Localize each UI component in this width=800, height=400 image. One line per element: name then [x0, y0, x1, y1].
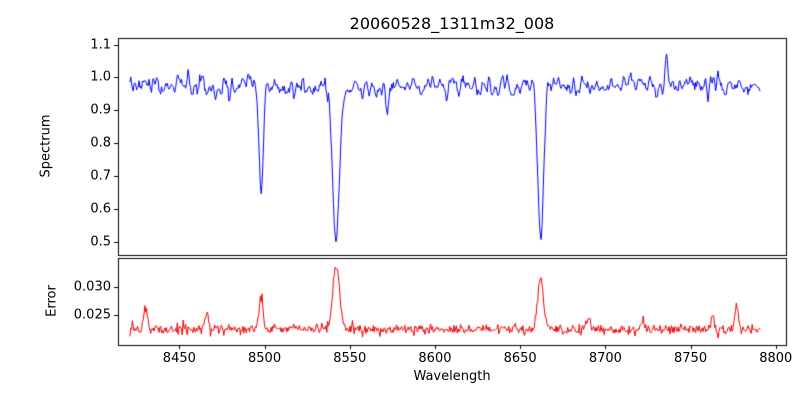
- error-y-tick-label: 0.030: [73, 279, 111, 295]
- x-tick-label: 8550: [333, 351, 367, 366]
- spectrum-y-tick-label: 1.0: [90, 69, 111, 85]
- ylabel-error: Error: [44, 285, 60, 317]
- x-tick-label: 8800: [759, 351, 793, 366]
- spectrum-y-tick-label: 0.9: [90, 102, 111, 118]
- xlabel-wavelength: Wavelength: [413, 369, 491, 384]
- spectrum-y-tick-label: 0.6: [90, 201, 111, 217]
- x-tick-label: 8500: [248, 351, 282, 366]
- spectrum-y-tick-label: 0.8: [90, 135, 111, 151]
- x-tick-label: 8750: [674, 351, 708, 366]
- x-tick-label: 8450: [162, 351, 196, 366]
- x-tick-label: 8600: [418, 351, 452, 366]
- spectrum-y-tick-label: 1.1: [90, 37, 111, 53]
- spectrum-y-tick-label: 0.5: [90, 234, 111, 250]
- x-tick-label: 8700: [588, 351, 622, 366]
- error-y-tick-label: 0.025: [73, 307, 111, 323]
- ylabel-spectrum: Spectrum: [38, 114, 54, 178]
- spectrum-y-tick-label: 0.7: [90, 168, 111, 184]
- chart-title: 20060528_1311m32_008: [349, 14, 555, 33]
- x-tick-label: 8650: [503, 351, 537, 366]
